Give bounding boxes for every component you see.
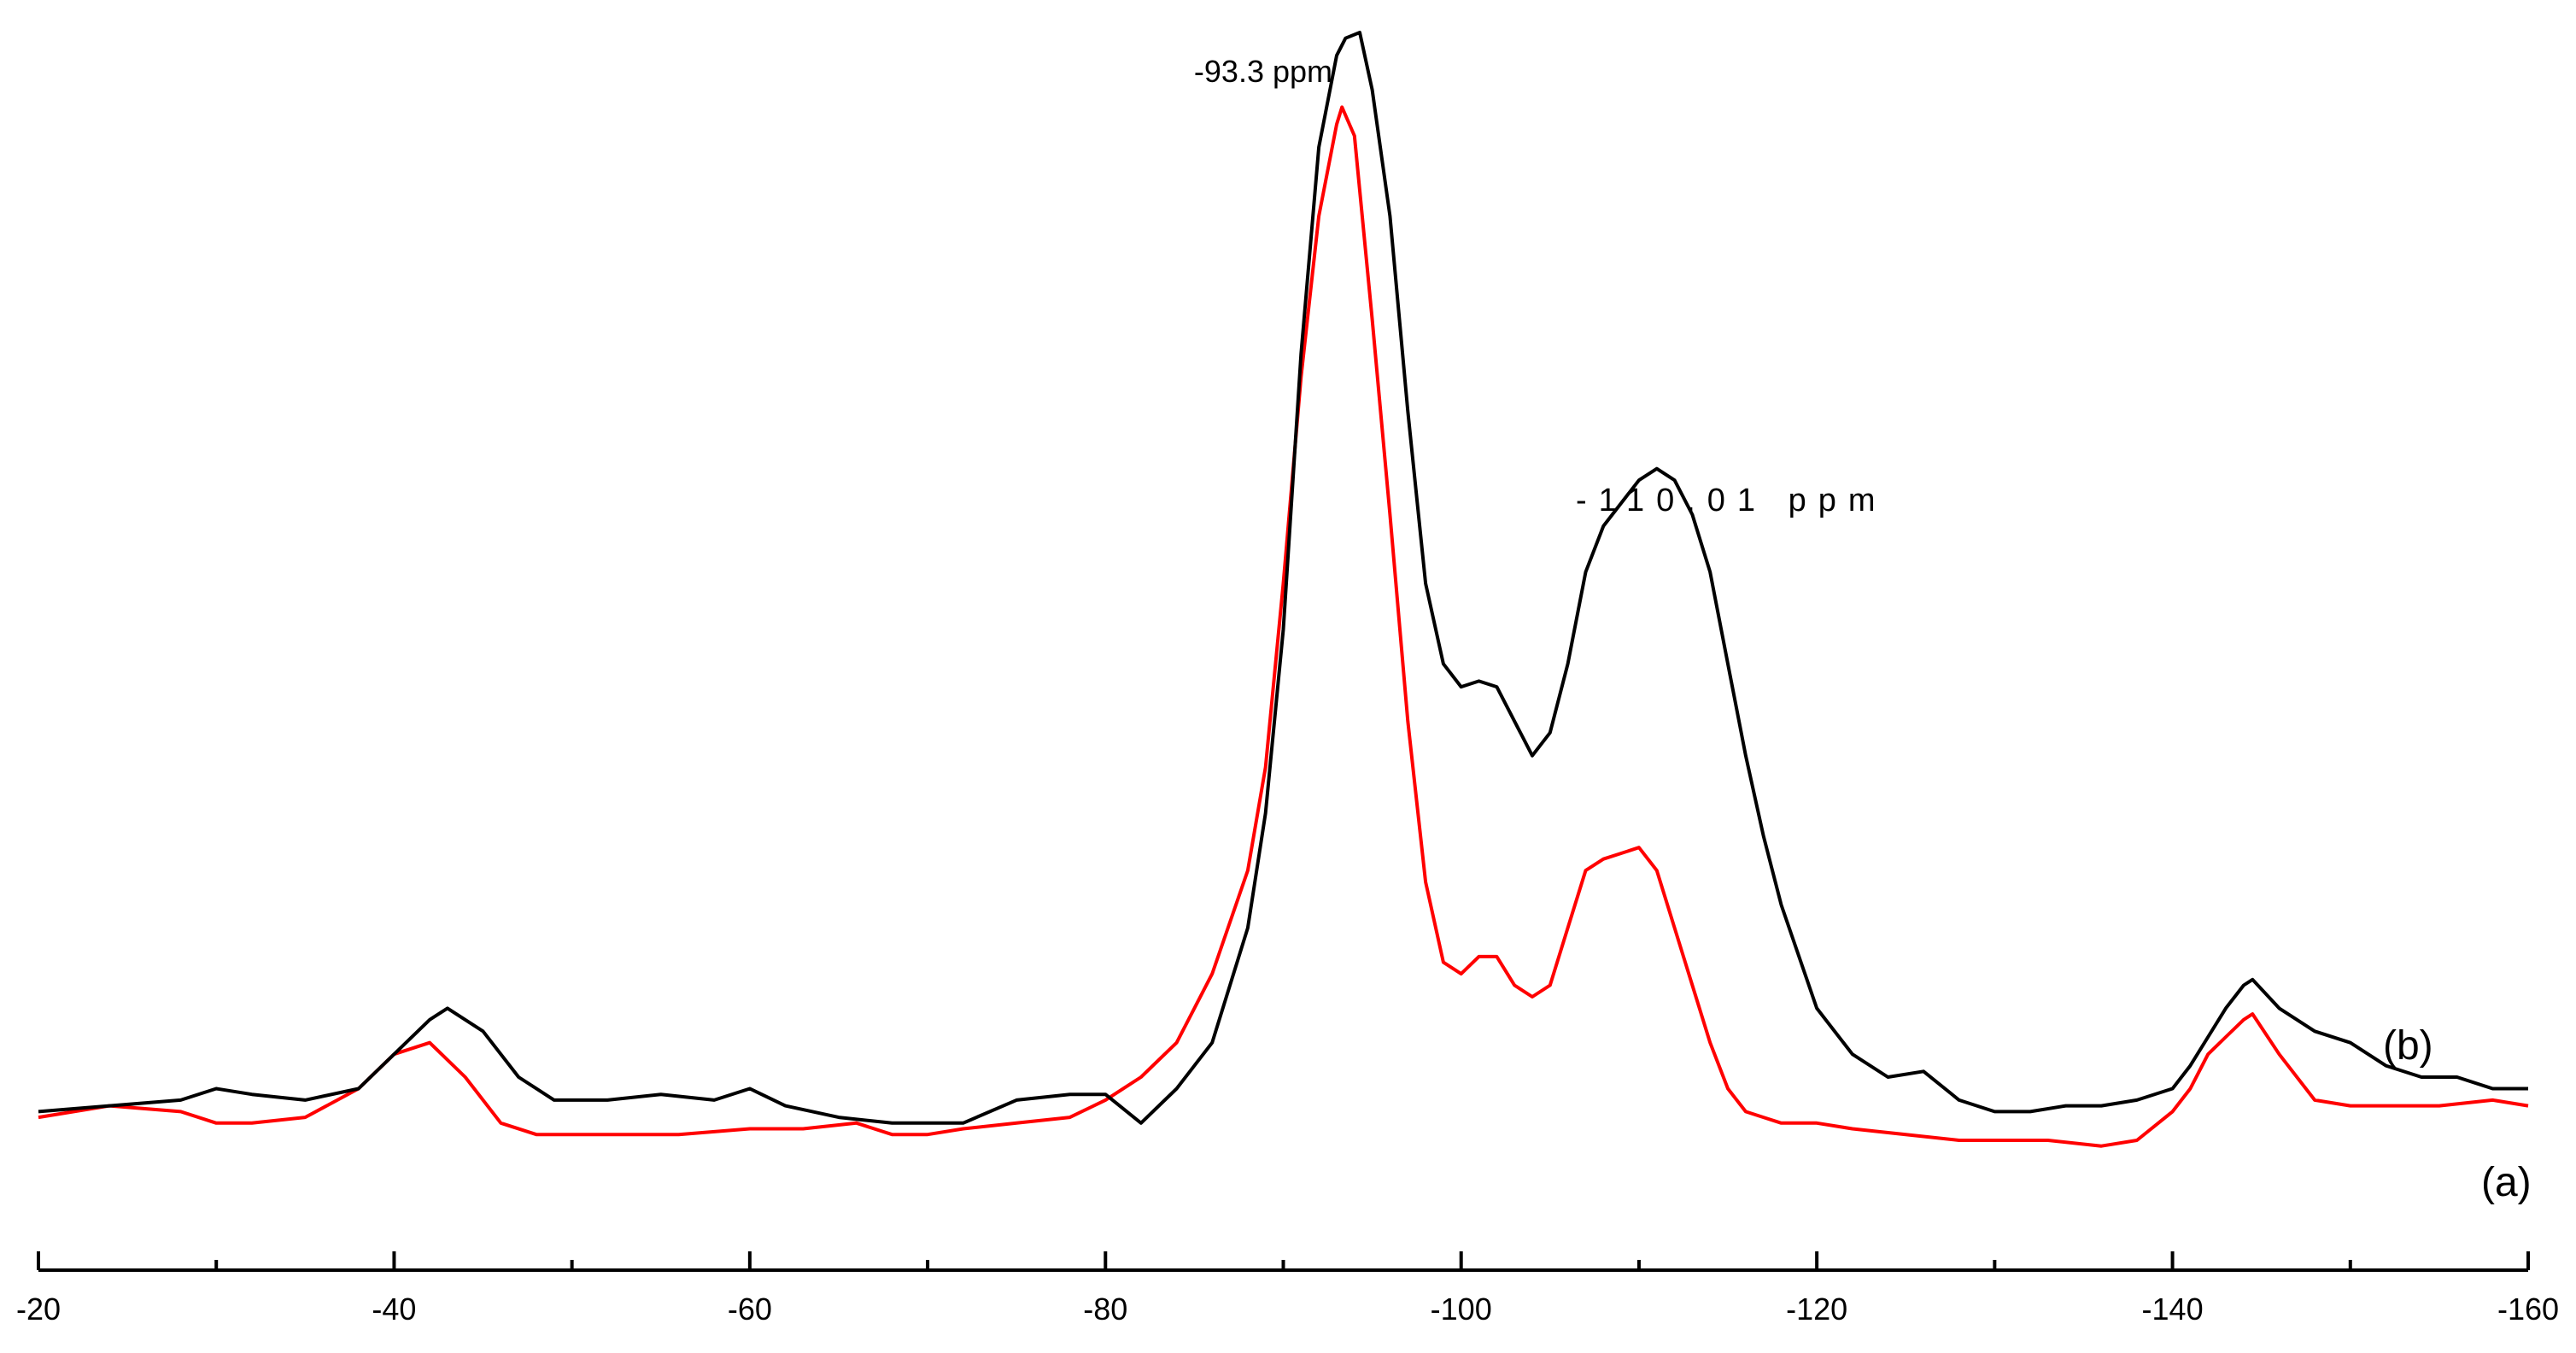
x-tick-label: -20 <box>16 1292 61 1327</box>
x-tick-label: -120 <box>1786 1292 1847 1327</box>
series-label-a: (a) <box>2481 1160 2532 1205</box>
peak-annotation-93: -93.3 ppm <box>1194 54 1332 89</box>
series-line-b <box>38 31 2528 1125</box>
series-layer <box>38 31 2529 1148</box>
series-line-a <box>38 105 2529 1148</box>
x-tick-label: -60 <box>728 1292 772 1327</box>
x-tick-label: -40 <box>372 1292 416 1327</box>
x-tick-label: -80 <box>1083 1292 1127 1327</box>
x-axis: -20 -40 -60 -80 -100 -120 -140 -160 <box>16 1251 2559 1327</box>
x-tick-label: -160 <box>2497 1292 2559 1327</box>
x-tick-label: -140 <box>2142 1292 2204 1327</box>
series-label-b: (b) <box>2383 1023 2433 1069</box>
x-tick-label: -100 <box>1431 1292 1492 1327</box>
peak-annotation-110: -110.01 ppm <box>1576 483 1888 518</box>
